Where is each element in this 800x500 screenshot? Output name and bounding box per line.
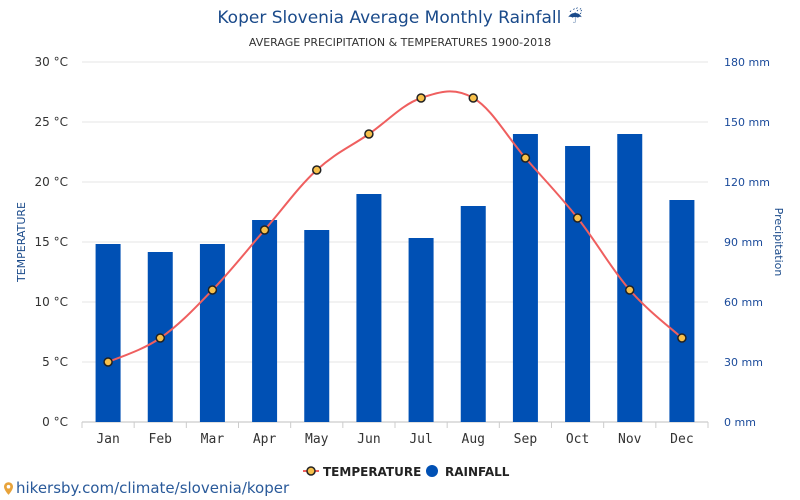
left-tick-label: 25 °C [35, 115, 68, 129]
rainfall-bar[interactable] [617, 134, 643, 422]
month-label: Jun [357, 432, 380, 447]
temperature-point[interactable] [364, 129, 374, 139]
temperature-point[interactable] [416, 93, 426, 103]
month-label: Oct [566, 432, 589, 447]
right-tick-label: 120 mm [724, 176, 770, 189]
month-label: Aug [462, 432, 485, 447]
temperature-point[interactable] [625, 285, 635, 295]
legend-rainfall-label: RAINFALL [445, 465, 510, 479]
rainfall-bar[interactable] [408, 238, 434, 422]
right-tick-label: 0 mm [724, 416, 756, 429]
footer-link[interactable]: hikersby.com/climate/slovenia/koper [4, 479, 289, 497]
right-tick-label: 60 mm [724, 296, 763, 309]
temperature-point[interactable] [677, 333, 687, 343]
month-label: Sep [514, 432, 538, 447]
left-tick-label: 15 °C [35, 235, 68, 249]
rainfall-bar[interactable] [252, 220, 278, 422]
left-tick-label: 10 °C [35, 295, 68, 309]
rainfall-bar[interactable] [304, 230, 330, 422]
right-axis-title: Precipitation [772, 208, 785, 277]
rainfall-bars [95, 134, 695, 422]
legend-temperature-label: TEMPERATURE [323, 465, 421, 479]
rainfall-bar[interactable] [95, 244, 121, 422]
rainfall-bar[interactable] [565, 146, 591, 422]
left-tick-label: 5 °C [42, 355, 68, 369]
month-label: Apr [253, 432, 277, 447]
grid [81, 61, 709, 428]
left-tick-label: 30 °C [35, 55, 68, 69]
temperature-point[interactable] [103, 357, 113, 367]
month-label: Mar [201, 432, 225, 447]
location-pin-icon [4, 481, 13, 495]
rainfall-bar[interactable] [669, 200, 695, 422]
rainfall-bar[interactable] [199, 244, 225, 422]
left-tick-label: 0 °C [42, 415, 68, 429]
month-label: Nov [618, 432, 642, 447]
rainfall-bar[interactable] [356, 194, 382, 422]
chart-subtitle: AVERAGE PRECIPITATION & TEMPERATURES 190… [249, 36, 551, 49]
left-axis-ticks: 0 °C 5 °C 10 °C 15 °C 20 °C 25 °C 30 °C [35, 55, 68, 429]
temperature-curve [107, 90, 683, 363]
temperature-line [103, 90, 687, 367]
x-axis-ticks: Jan Feb Mar Apr May Jun Jul Aug Sep Oct Nov Dec [96, 432, 693, 447]
right-axis-ticks: 0 mm 30 mm 60 mm 90 mm 120 mm 150 mm 180 mm [724, 56, 770, 429]
temperature-point[interactable] [312, 165, 322, 175]
temperature-point[interactable] [468, 93, 478, 103]
month-label: May [305, 432, 329, 447]
month-label: Jul [409, 432, 432, 447]
rainfall-bar[interactable] [512, 134, 538, 422]
temperature-point[interactable] [259, 225, 270, 235]
umbrella-rain-icon: ☔ [567, 7, 582, 28]
right-tick-label: 150 mm [724, 116, 770, 129]
temperature-point[interactable] [155, 333, 165, 343]
left-tick-label: 20 °C [35, 175, 68, 189]
month-label: Feb [149, 432, 173, 447]
right-tick-label: 180 mm [724, 56, 770, 69]
chart-title: Koper Slovenia Average Monthly Rainfall ☔ [217, 7, 582, 28]
temperature-point[interactable] [520, 153, 531, 163]
temperature-point[interactable] [207, 285, 218, 295]
legend-temperature-marker [306, 466, 316, 476]
legend-rainfall-marker [426, 465, 438, 477]
right-tick-label: 30 mm [724, 356, 763, 369]
month-label: Dec [670, 432, 693, 447]
right-tick-label: 90 mm [724, 236, 763, 249]
legend[interactable]: TEMPERATURE RAINFALL [303, 465, 510, 479]
temperature-point[interactable] [572, 213, 583, 223]
rainfall-bar[interactable] [460, 206, 486, 422]
month-label: Jan [96, 432, 119, 447]
left-axis-title: TEMPERATURE [15, 202, 28, 283]
footer-text: hikersby.com/climate/slovenia/koper [16, 479, 290, 497]
